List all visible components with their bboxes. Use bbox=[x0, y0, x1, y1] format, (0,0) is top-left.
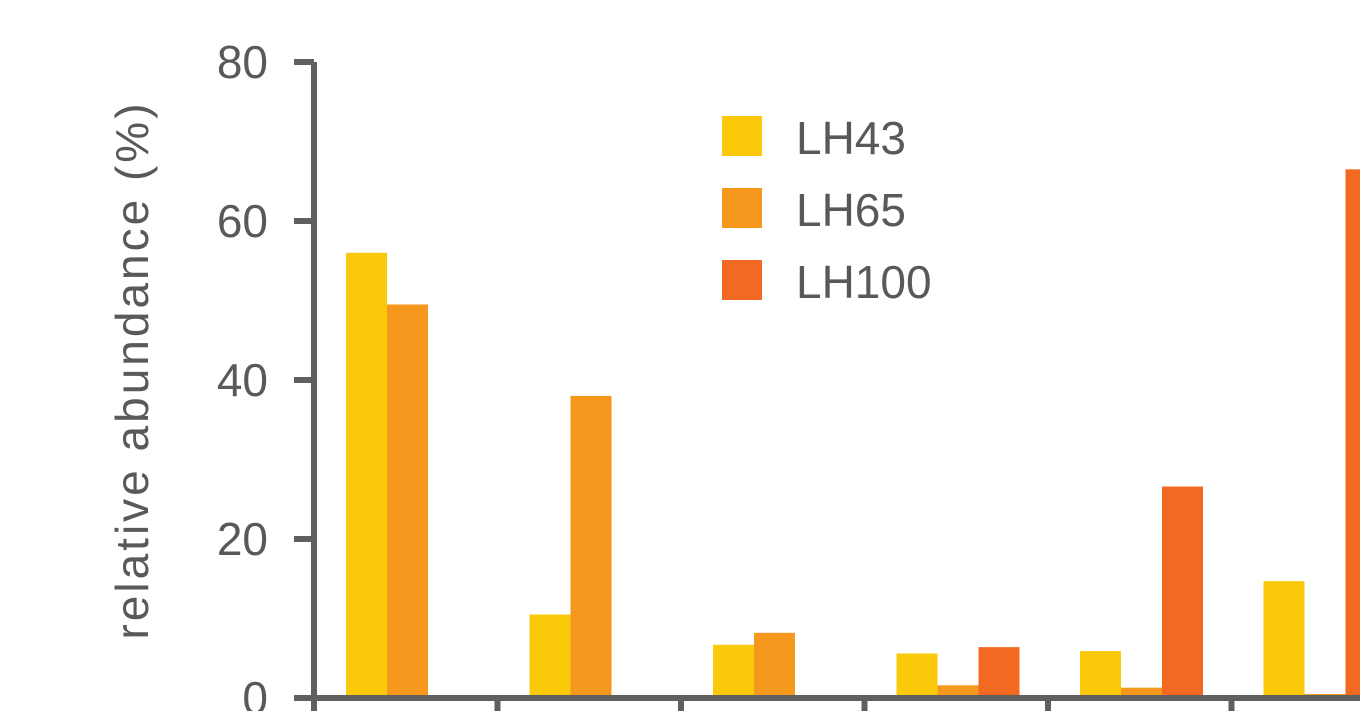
legend: LH43 LH65 LH100 bbox=[722, 112, 932, 308]
legend-label-lh65: LH65 bbox=[796, 184, 906, 236]
legend-swatch-lh100 bbox=[722, 260, 762, 300]
legend-swatch-lh65 bbox=[722, 188, 762, 228]
bar-lh100-4 bbox=[978, 647, 1020, 698]
bar-lh65-1 bbox=[387, 304, 428, 698]
bar-lh43-4 bbox=[896, 653, 938, 698]
bar-lh43-3 bbox=[713, 644, 754, 698]
y-tick-label: 60 bbox=[217, 195, 268, 247]
bar-lh43-2 bbox=[529, 614, 571, 698]
y-tick-label: 20 bbox=[217, 513, 268, 565]
y-tick-label: 40 bbox=[217, 354, 268, 406]
bar-lh100-6 bbox=[1345, 169, 1360, 698]
bar-lh100-5 bbox=[1162, 486, 1203, 698]
x-ticks bbox=[311, 698, 1235, 711]
bars-layer bbox=[346, 169, 1360, 699]
bar-lh65-5 bbox=[1121, 687, 1162, 698]
bar-lh43-1 bbox=[346, 252, 387, 699]
y-ticks: 0 20 40 60 80 bbox=[217, 36, 314, 711]
bar-lh43-6 bbox=[1263, 581, 1305, 698]
bar-lh65-2 bbox=[570, 395, 612, 698]
legend-label-lh100: LH100 bbox=[796, 256, 932, 308]
y-tick-label: 80 bbox=[217, 36, 268, 88]
legend-swatch-lh43 bbox=[722, 116, 762, 156]
legend-label-lh43: LH43 bbox=[796, 112, 906, 164]
y-axis-label: relative abundance (%) bbox=[106, 100, 158, 639]
bar-lh65-3 bbox=[754, 632, 795, 698]
bar-lh65-4 bbox=[937, 685, 979, 698]
bar-lh43-5 bbox=[1080, 651, 1121, 698]
y-tick-label: 0 bbox=[242, 672, 268, 711]
